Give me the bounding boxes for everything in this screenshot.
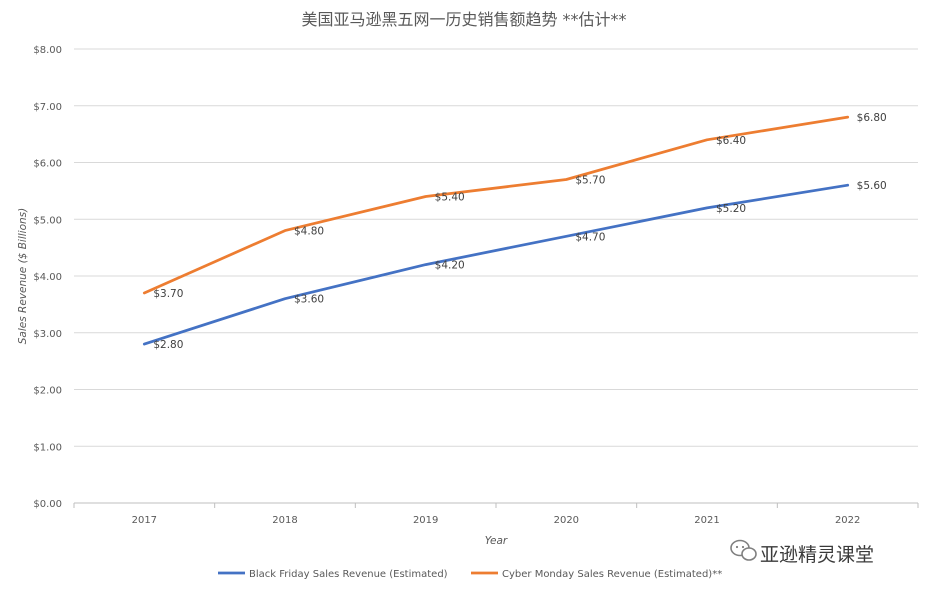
data-label: $5.70 xyxy=(575,175,605,187)
series-1: $2.80 $3.60 $4.20 $4.70 $5.20 $5.60 xyxy=(142,180,887,351)
y-tick-label: $1.00 xyxy=(33,442,62,453)
x-axis-title: Year xyxy=(485,535,508,547)
watermark: 亚逊精灵课堂 xyxy=(730,539,874,566)
watermark-text: 亚逊精灵课堂 xyxy=(760,544,874,566)
data-label: $5.20 xyxy=(716,203,746,215)
y-tick-label: $4.00 xyxy=(33,272,62,283)
x-tick-label: 2017 xyxy=(132,515,157,526)
data-label: $2.80 xyxy=(153,339,183,351)
legend-label: Black Friday Sales Revenue (Estimated) xyxy=(249,569,448,580)
y-axis-ticks: $0.00 $1.00 $2.00 $3.00 $4.00 $5.00 $6.00 $7.00… xyxy=(33,45,62,510)
y-tick-label: $8.00 xyxy=(33,45,62,56)
wechat-icon xyxy=(730,539,757,561)
data-label: $4.20 xyxy=(435,260,465,272)
y-tick-label: $2.00 xyxy=(33,386,62,397)
legend-label: Cyber Monday Sales Revenue (Estimated)** xyxy=(502,569,722,580)
data-label: $3.60 xyxy=(294,294,324,306)
data-label: $4.70 xyxy=(575,231,605,243)
x-tick-label: 2020 xyxy=(554,515,579,526)
legend: Black Friday Sales Revenue (Estimated) Cy… xyxy=(218,569,722,580)
y-tick-label: $6.00 xyxy=(33,159,62,170)
gridlines xyxy=(74,48,918,504)
series-line xyxy=(142,183,850,346)
data-label: $5.40 xyxy=(435,192,465,204)
data-label: $4.80 xyxy=(294,226,324,238)
x-tick-label: 2021 xyxy=(694,515,719,526)
x-tick-label: 2022 xyxy=(835,515,860,526)
x-tick-label: 2019 xyxy=(413,515,438,526)
data-label: $5.60 xyxy=(857,180,887,192)
data-label: $3.70 xyxy=(153,288,183,300)
data-label: $6.40 xyxy=(716,135,746,147)
y-tick-label: $5.00 xyxy=(33,215,62,226)
x-axis-ticks: 2017 2018 2019 2020 2021 2022 xyxy=(73,503,919,526)
legend-item: Cyber Monday Sales Revenue (Estimated)** xyxy=(471,569,722,580)
x-tick-label: 2018 xyxy=(272,515,297,526)
y-tick-label: $7.00 xyxy=(33,102,62,113)
y-tick-label: $0.00 xyxy=(33,499,62,510)
legend-item: Black Friday Sales Revenue (Estimated) xyxy=(218,569,448,580)
data-label: $6.80 xyxy=(857,112,887,124)
series-layer: $2.80 $3.60 $4.20 $4.70 $5.20 $5.60 $3.70 $4.80… xyxy=(142,112,887,351)
series-2: $3.70 $4.80 $5.40 $5.70 $6.40 $6.80 xyxy=(142,112,887,300)
chart-title: 美国亚马逊黑五网一历史销售额趋势 **估计** xyxy=(301,10,626,29)
y-tick-label: $3.00 xyxy=(33,329,62,340)
series-line xyxy=(142,115,850,295)
y-axis-title: Sales Revenue ($ Billions) xyxy=(17,208,29,344)
